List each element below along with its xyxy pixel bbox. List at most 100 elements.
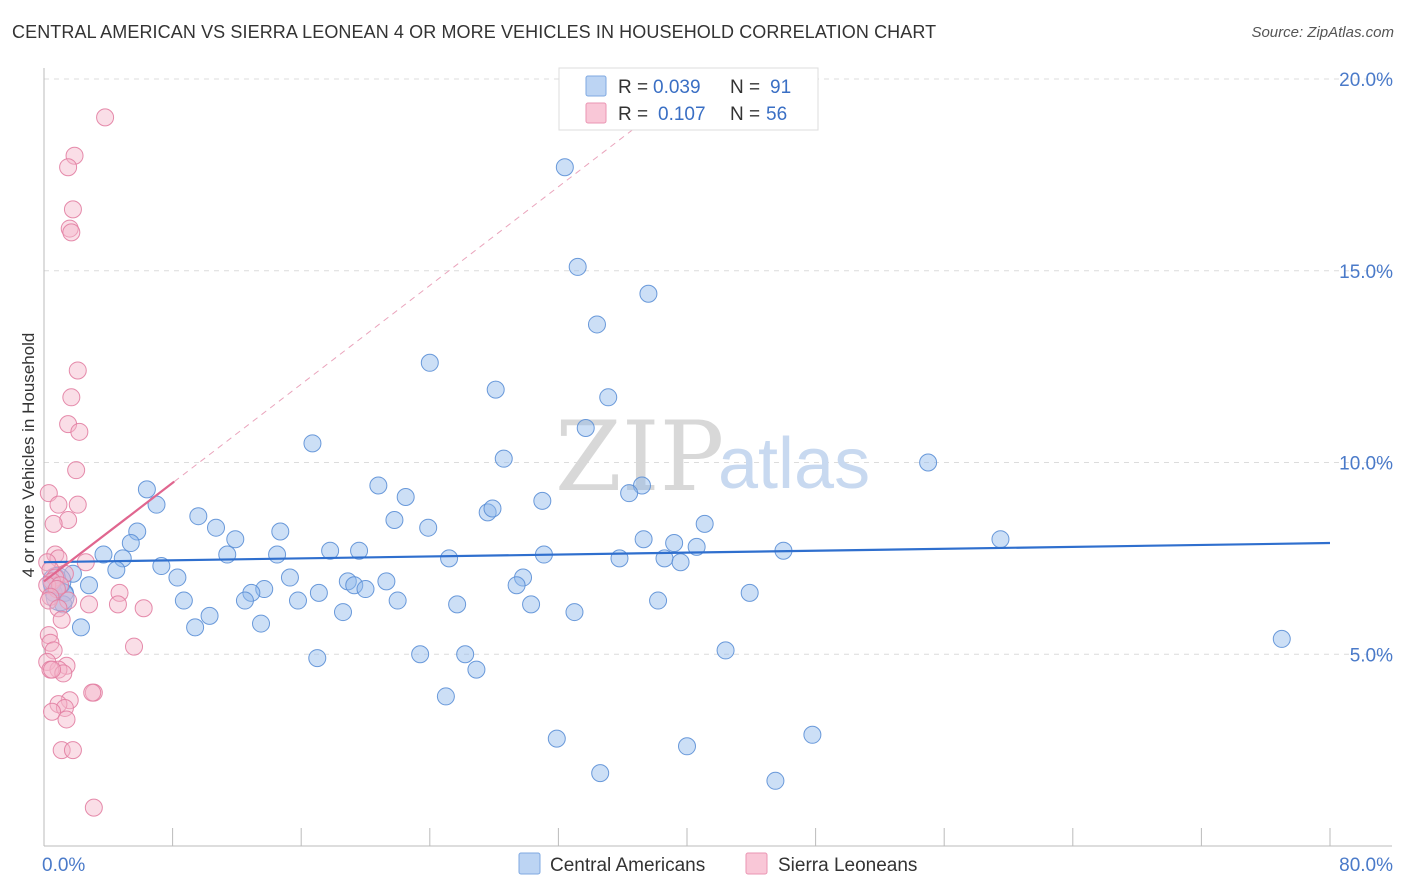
point-central-american-33 [321, 541, 340, 560]
point-central-american-68 [522, 595, 541, 614]
x-tick-label-1: 80.0% [1339, 855, 1393, 876]
point-central-american-45 [152, 557, 171, 576]
point-central-american-0 [555, 158, 574, 177]
point-sierra-leonean-28 [59, 591, 78, 610]
point-central-american-28 [634, 530, 653, 549]
point-sierra-leonean-34 [134, 599, 153, 618]
point-central-american-24 [207, 518, 226, 537]
point-central-american-10 [919, 453, 938, 472]
legend-r-label-2: R = [618, 104, 648, 125]
stats-legend: R = 0.039 N = 91 R = 0.107 N = 56 [558, 67, 819, 131]
data-points [38, 108, 1291, 817]
point-central-american-67 [448, 595, 467, 614]
point-central-american-2 [639, 284, 658, 303]
point-central-american-20 [189, 507, 208, 526]
point-central-american-73 [186, 618, 205, 637]
point-central-american-34 [350, 541, 369, 560]
trend-line-sierra-leonean [43, 480, 175, 583]
point-central-american-71 [333, 603, 352, 622]
point-central-american-52 [507, 576, 526, 595]
point-central-american-75 [71, 618, 90, 637]
point-sierra-leonean-39 [44, 641, 63, 660]
point-central-american-23 [695, 514, 714, 533]
legend-n-label-2: N = [730, 104, 760, 125]
point-central-american-79 [411, 645, 430, 664]
point-sierra-leonean-11 [39, 484, 58, 503]
point-central-american-39 [94, 545, 113, 564]
bottom-legend-label-central-americans: Central Americans [550, 855, 705, 876]
point-central-american-86 [591, 764, 610, 783]
point-central-american-78 [308, 649, 327, 668]
point-sierra-leonean-1 [65, 146, 84, 165]
point-central-american-19 [483, 499, 502, 518]
point-central-american-77 [716, 641, 735, 660]
point-central-american-14 [620, 484, 639, 503]
legend-n-value-2: 56 [766, 104, 787, 125]
point-central-american-85 [803, 725, 822, 744]
point-sierra-leonean-47 [43, 660, 62, 679]
point-sierra-leonean-3 [63, 200, 82, 219]
point-central-american-5 [486, 380, 505, 399]
point-sierra-leonean-0 [96, 108, 115, 127]
point-sierra-leonean-52 [57, 710, 76, 729]
legend-swatch-central-americans [585, 75, 607, 97]
watermark-atlas: atlas [718, 424, 870, 504]
trend-line-central-american [43, 541, 1331, 564]
point-central-american-56 [242, 583, 261, 602]
point-central-american-21 [385, 511, 404, 530]
point-central-american-41 [440, 549, 459, 568]
point-central-american-66 [649, 591, 668, 610]
point-central-american-54 [356, 580, 375, 599]
point-central-american-44 [671, 553, 690, 572]
point-central-american-74 [252, 614, 271, 633]
point-central-american-37 [268, 545, 287, 564]
y-tick-label-3: 20.0% [1339, 70, 1393, 91]
legend-swatch-sierra-leoneans [585, 102, 607, 124]
point-central-american-65 [388, 591, 407, 610]
point-central-american-42 [610, 549, 629, 568]
point-central-american-16 [533, 491, 552, 510]
point-central-american-58 [80, 576, 99, 595]
point-central-american-1 [568, 257, 587, 276]
point-central-american-6 [599, 388, 618, 407]
point-central-american-83 [547, 729, 566, 748]
point-sierra-leonean-6 [68, 361, 87, 380]
point-central-american-70 [200, 606, 219, 625]
y-tick-label-1: 10.0% [1339, 454, 1393, 475]
chart-title: CENTRAL AMERICAN VS SIERRA LEONEAN 4 OR … [12, 22, 937, 42]
point-central-american-9 [494, 449, 513, 468]
point-sierra-leonean-14 [59, 511, 78, 530]
point-central-american-30 [687, 537, 706, 556]
point-central-american-25 [128, 522, 147, 541]
point-sierra-leonean-54 [63, 741, 82, 760]
point-central-american-76 [1272, 629, 1291, 648]
point-central-american-61 [740, 583, 759, 602]
point-central-american-40 [113, 549, 132, 568]
point-sierra-leonean-51 [43, 702, 62, 721]
axes [43, 68, 1392, 847]
point-central-american-87 [766, 771, 785, 790]
point-central-american-57 [309, 583, 328, 602]
point-central-american-3 [587, 315, 606, 334]
point-sierra-leonean-15 [44, 514, 63, 533]
point-central-american-7 [576, 418, 595, 437]
point-sierra-leonean-5 [62, 223, 81, 242]
point-sierra-leonean-32 [80, 595, 99, 614]
point-sierra-leonean-31 [49, 599, 68, 618]
trend-lines [43, 124, 1331, 583]
point-central-american-29 [665, 534, 684, 553]
point-central-american-81 [467, 660, 486, 679]
point-sierra-leonean-2 [59, 158, 78, 177]
trend-line-extension-sierra-leonean [173, 124, 640, 483]
point-sierra-leonean-10 [67, 461, 86, 480]
legend-n-label-1: N = [730, 77, 760, 98]
point-central-american-63 [235, 591, 254, 610]
bottom-legend-swatch-central-americans [518, 852, 541, 875]
point-central-american-80 [456, 645, 475, 664]
point-central-american-31 [121, 534, 140, 553]
point-central-american-47 [168, 568, 187, 587]
point-sierra-leonean-38 [125, 637, 144, 656]
point-central-american-72 [565, 603, 584, 622]
legend-r-value-2: 0.107 [658, 104, 706, 125]
